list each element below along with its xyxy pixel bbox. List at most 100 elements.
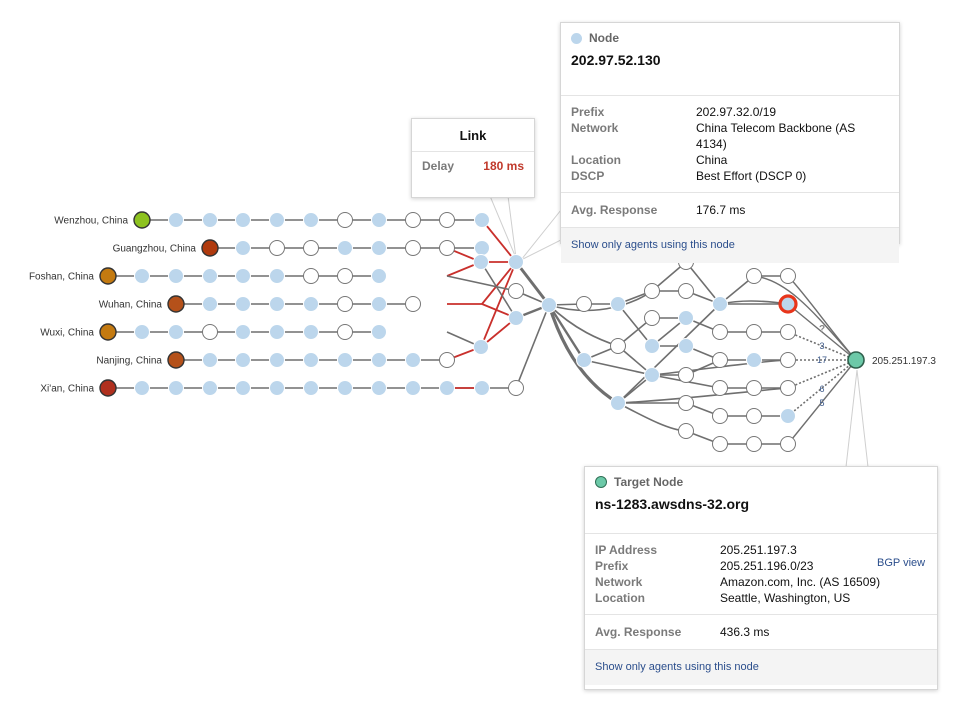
hop-node[interactable] <box>576 352 592 368</box>
unknown-hop-node[interactable] <box>644 283 660 299</box>
agent-node[interactable] <box>167 295 185 313</box>
hop-node[interactable] <box>134 268 150 284</box>
unknown-hop-node[interactable] <box>405 212 421 228</box>
hop-node[interactable] <box>439 380 455 396</box>
hop-node[interactable] <box>235 212 251 228</box>
hop-node[interactable] <box>303 352 319 368</box>
hop-node[interactable] <box>303 324 319 340</box>
hop-node[interactable] <box>202 296 218 312</box>
unknown-hop-node[interactable] <box>678 283 694 299</box>
hop-node[interactable] <box>371 268 387 284</box>
hop-node[interactable] <box>474 240 490 256</box>
hop-node[interactable] <box>473 254 489 270</box>
unknown-hop-node[interactable] <box>712 352 728 368</box>
hop-node[interactable] <box>644 338 660 354</box>
unknown-hop-node[interactable] <box>576 296 592 312</box>
hop-node[interactable] <box>134 324 150 340</box>
hop-node[interactable] <box>473 339 489 355</box>
target-node[interactable] <box>847 351 865 369</box>
hop-node[interactable] <box>168 324 184 340</box>
unknown-hop-node[interactable] <box>439 240 455 256</box>
unknown-hop-node[interactable] <box>780 268 796 284</box>
hop-node[interactable] <box>168 212 184 228</box>
hop-node[interactable] <box>168 268 184 284</box>
unknown-hop-node[interactable] <box>610 338 626 354</box>
hop-node[interactable] <box>508 310 524 326</box>
hop-node[interactable] <box>371 212 387 228</box>
unknown-hop-node[interactable] <box>337 324 353 340</box>
unknown-hop-node[interactable] <box>303 268 319 284</box>
link[interactable] <box>547 304 586 361</box>
unknown-hop-node[interactable] <box>644 310 660 326</box>
agent-node[interactable] <box>167 351 185 369</box>
hop-node[interactable] <box>508 254 524 270</box>
unknown-hop-node[interactable] <box>508 283 524 299</box>
unknown-hop-node[interactable] <box>405 240 421 256</box>
hop-node[interactable] <box>303 380 319 396</box>
unknown-hop-node[interactable] <box>678 367 694 383</box>
link[interactable] <box>685 261 721 305</box>
unknown-hop-node[interactable] <box>405 296 421 312</box>
hop-node[interactable] <box>541 297 557 313</box>
link[interactable] <box>617 387 789 404</box>
hop-node[interactable] <box>303 296 319 312</box>
hop-node[interactable] <box>678 338 694 354</box>
link[interactable] <box>583 359 653 376</box>
hop-node[interactable] <box>337 240 353 256</box>
hop-node[interactable] <box>746 352 762 368</box>
hop-node[interactable] <box>337 352 353 368</box>
hop-node[interactable] <box>235 352 251 368</box>
hop-node[interactable] <box>269 324 285 340</box>
hop-node[interactable] <box>235 240 251 256</box>
high-delay-link[interactable] <box>481 219 517 263</box>
hop-node[interactable] <box>269 268 285 284</box>
link[interactable] <box>787 275 857 361</box>
hop-node[interactable] <box>134 380 150 396</box>
selected-hop-node[interactable] <box>778 294 798 314</box>
unknown-hop-node[interactable] <box>439 352 455 368</box>
hop-node[interactable] <box>610 395 626 411</box>
hop-node[interactable] <box>235 380 251 396</box>
unknown-hop-node[interactable] <box>202 324 218 340</box>
hop-node[interactable] <box>371 352 387 368</box>
hop-node[interactable] <box>235 268 251 284</box>
link[interactable] <box>548 290 653 312</box>
unknown-hop-node[interactable] <box>746 408 762 424</box>
hop-node[interactable] <box>474 212 490 228</box>
bgp-view-link[interactable]: BGP view <box>877 557 926 569</box>
unknown-hop-node[interactable] <box>439 212 455 228</box>
hop-node[interactable] <box>235 296 251 312</box>
hop-node[interactable] <box>644 367 660 383</box>
link[interactable] <box>787 303 857 361</box>
unknown-hop-node[interactable] <box>337 268 353 284</box>
hop-node[interactable] <box>337 380 353 396</box>
unknown-hop-node[interactable] <box>780 324 796 340</box>
link[interactable] <box>446 275 517 292</box>
agent-node[interactable] <box>133 211 151 229</box>
hop-node[interactable] <box>202 352 218 368</box>
hop-node[interactable] <box>202 212 218 228</box>
unknown-hop-node[interactable] <box>746 268 762 284</box>
hop-node[interactable] <box>371 296 387 312</box>
hop-node[interactable] <box>269 352 285 368</box>
unknown-hop-node[interactable] <box>337 212 353 228</box>
link[interactable] <box>617 303 721 404</box>
hop-node[interactable] <box>405 380 421 396</box>
hop-node[interactable] <box>780 408 796 424</box>
agent-node[interactable] <box>99 379 117 397</box>
unknown-hop-node[interactable] <box>780 380 796 396</box>
hop-node[interactable] <box>678 310 694 326</box>
hop-node[interactable] <box>202 380 218 396</box>
unknown-hop-node[interactable] <box>678 395 694 411</box>
link[interactable] <box>514 261 551 306</box>
link[interactable] <box>480 261 517 319</box>
unknown-hop-node[interactable] <box>712 436 728 452</box>
hop-node[interactable] <box>168 380 184 396</box>
link[interactable] <box>787 359 857 389</box>
hop-node[interactable] <box>371 240 387 256</box>
unknown-hop-node[interactable] <box>303 240 319 256</box>
hop-node[interactable] <box>235 324 251 340</box>
hop-node[interactable] <box>269 296 285 312</box>
unknown-hop-node[interactable] <box>337 296 353 312</box>
hop-node[interactable] <box>371 380 387 396</box>
